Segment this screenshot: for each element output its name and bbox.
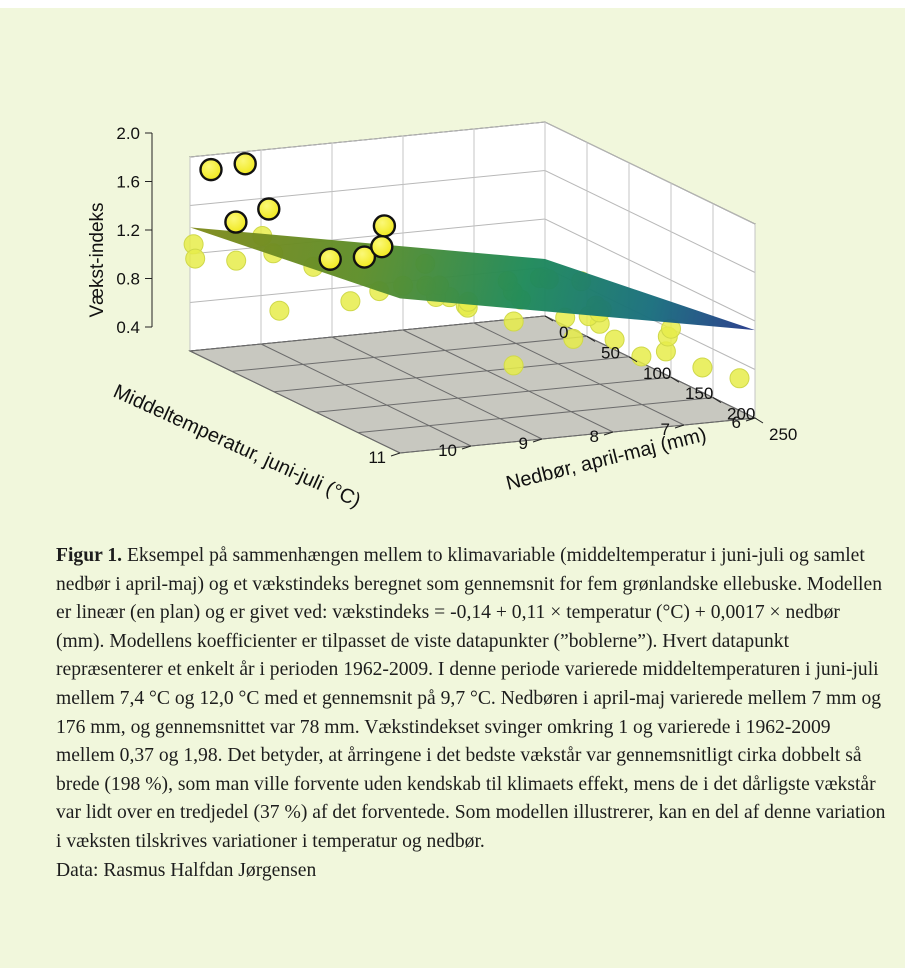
data-point	[257, 197, 281, 221]
data-point	[269, 300, 290, 321]
caption-credit: Data: Rasmus Halfdan Jørgensen	[56, 859, 317, 881]
y-tick-label: 150	[685, 384, 713, 403]
x-tick-label: 8	[590, 427, 599, 446]
floor-gridline	[315, 376, 672, 413]
data-point	[563, 328, 584, 349]
data-point	[224, 210, 248, 234]
data-point	[352, 245, 377, 269]
z-tick-label: 0.8	[116, 270, 140, 289]
z-tick-label: 1.2	[116, 221, 140, 240]
caption-text: Eksempel på sammenhængen mellem to klima…	[56, 545, 886, 852]
data-point	[340, 291, 361, 312]
z-tick-label: 1.6	[116, 173, 140, 192]
floor-gridline	[331, 336, 543, 440]
y-tick-label: 250	[769, 425, 797, 444]
y-tick-label: 100	[643, 364, 671, 383]
x-tick-label: 6	[732, 413, 741, 432]
x-tick-mark	[461, 445, 472, 450]
x-tick-mark	[674, 424, 685, 429]
data-point	[318, 247, 342, 271]
points-in-front-of-plane	[199, 152, 397, 271]
caption-body: Figur 1. Eksempel på sammenhængen mellem…	[56, 542, 886, 857]
data-point	[370, 234, 394, 259]
caption-label: Figur 1.	[56, 545, 123, 566]
data-point	[692, 357, 713, 378]
x-tick-label: 11	[368, 448, 386, 467]
floor-gridline	[402, 329, 614, 433]
data-point	[233, 152, 257, 176]
floor-gridline	[231, 335, 588, 372]
x-tick-label: 7	[661, 420, 670, 439]
y-tick-label: 50	[601, 343, 620, 362]
data-point	[729, 368, 750, 389]
x-tick-label: 10	[438, 441, 457, 460]
data-point	[604, 329, 625, 350]
tick-labels: 0.4 0.8 1.2 1.6 2.0 6 7 8 9 10 11 0 50 100 150 200 250	[116, 124, 797, 467]
y-tick-label: 200	[727, 405, 755, 424]
y-tick-mark	[754, 417, 764, 424]
y-tick-mark	[712, 397, 722, 404]
data-point	[226, 250, 247, 271]
data-point	[503, 355, 524, 376]
z-tick-label: 2.0	[116, 124, 140, 143]
z-tick-label: 0.4	[116, 318, 140, 337]
x-tick-mark	[390, 452, 401, 457]
floor-gridline	[399, 417, 756, 454]
floor-gridline	[260, 343, 472, 447]
floor-gridline	[273, 356, 630, 393]
floor-gridline	[473, 322, 685, 426]
y-tick-mark	[586, 335, 596, 342]
x-tick-label: 9	[519, 434, 528, 453]
y-tick-label: 0	[559, 323, 568, 342]
floor-gridline	[189, 315, 546, 352]
floor-gridline	[357, 397, 714, 434]
data-point	[185, 248, 206, 269]
y-tick-mark	[544, 315, 554, 322]
x-tick-mark	[745, 417, 756, 422]
figure-caption: Figur 1. Eksempel på sammenhængen mellem…	[56, 542, 886, 885]
data-point	[199, 157, 223, 182]
y-tick-mark	[628, 356, 638, 363]
figure-panel: 0.4 0.8 1.2 1.6 2.0 6 7 8 9 10 11 0 50 100 150 200 250 M…	[0, 8, 905, 968]
floor-gridline	[189, 350, 401, 454]
data-point	[372, 214, 397, 238]
x-tick-mark	[603, 431, 614, 436]
data-point	[503, 311, 524, 332]
x-tick-mark	[532, 438, 543, 443]
z-axis-label: Vækst-indeks	[87, 202, 108, 318]
y-tick-mark	[670, 376, 680, 383]
